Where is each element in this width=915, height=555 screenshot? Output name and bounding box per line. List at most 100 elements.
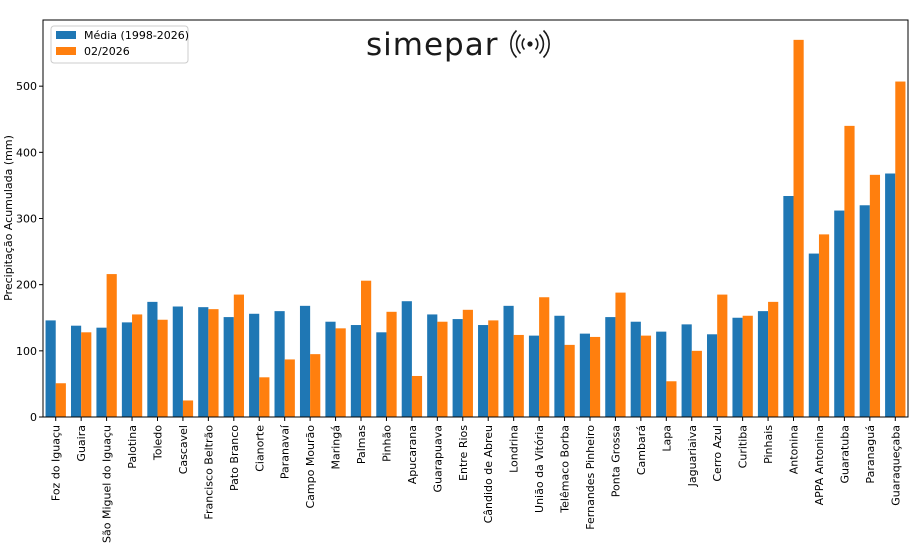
bar-feb-2026-28: [768, 301, 779, 417]
bar-feb-2026-31: [844, 125, 855, 418]
bar-mean-32: [859, 205, 870, 417]
legend-label-feb-2026: 02/2026: [84, 45, 130, 58]
bar-feb-2026-13: [386, 311, 397, 417]
x-tick-label: Entre Rios: [457, 425, 470, 481]
bar-mean-20: [554, 315, 565, 417]
x-tick-label: Cascavel: [177, 425, 190, 474]
bar-mean-33: [885, 173, 896, 417]
x-tick-label: Antonina: [788, 425, 801, 474]
bar-mean-25: [681, 324, 692, 417]
bar-mean-24: [656, 331, 667, 417]
x-tick-label: São Miguel do Iguaçu: [101, 425, 114, 543]
x-tick-label: Fernandes Pinheiro: [584, 425, 597, 530]
bar-feb-2026-6: [208, 309, 219, 417]
legend: Média (1998-2026) 02/2026: [50, 25, 189, 64]
bar-feb-2026-30: [818, 234, 830, 417]
x-tick-label: Campo Mourão: [304, 425, 317, 509]
x-tick-label: Paranaguá: [864, 425, 877, 484]
bar-mean-27: [732, 317, 743, 417]
bar-feb-2026-33: [895, 81, 906, 417]
bar-mean-17: [478, 325, 489, 417]
bar-feb-2026-9: [284, 359, 295, 417]
bar-feb-2026-18: [513, 334, 524, 417]
bar-mean-30: [808, 253, 819, 417]
y-axis-label: Precipitação Acumulada (mm): [2, 135, 15, 301]
bar-mean-1: [70, 325, 82, 417]
bar-feb-2026-3: [132, 314, 143, 417]
x-tick-label: Cambará: [635, 425, 648, 475]
x-tick-label: Guaraqueçaba: [889, 425, 902, 506]
y-tick-label: 0: [30, 411, 37, 424]
bar-feb-2026-16: [462, 309, 473, 417]
bar-feb-2026-29: [793, 39, 804, 417]
bar-mean-28: [757, 311, 769, 417]
x-tick-label: Guaira: [75, 425, 88, 462]
bar-mean-22: [605, 317, 616, 417]
x-axis: Foz do Iguaçu Guaira São Miguel do Iguaçu P…: [50, 417, 902, 543]
bar-mean-9: [274, 311, 285, 417]
bar-mean-3: [121, 322, 133, 417]
x-tick-label: Cerro Azul: [711, 425, 724, 482]
x-tick-label: Guaratuba: [838, 425, 851, 484]
bar-mean-15: [427, 314, 438, 417]
x-tick-label: Maringá: [330, 425, 343, 470]
bar-mean-19: [528, 335, 540, 417]
x-tick-label: Jaguariaiva: [686, 425, 699, 487]
bar-feb-2026-15: [437, 321, 448, 417]
bar-feb-2026-12: [361, 280, 372, 417]
x-tick-label: APPA Antonina: [813, 425, 826, 505]
y-tick-label: 300: [16, 213, 37, 226]
x-tick-label: Londrina: [508, 425, 521, 473]
bar-feb-2026-4: [157, 319, 168, 417]
y-tick-label: 200: [16, 279, 37, 292]
bar-feb-2026-32: [869, 174, 881, 417]
y-tick-label: 500: [16, 80, 37, 93]
bar-mean-29: [783, 196, 794, 417]
x-tick-label: Curitiba: [737, 425, 750, 468]
x-tick-label: Apucarana: [406, 425, 419, 484]
bar-feb-2026-1: [81, 332, 92, 417]
bar-mean-0: [45, 320, 56, 417]
bar-mean-2: [96, 327, 107, 417]
bar-feb-2026-10: [310, 354, 321, 417]
x-tick-label: Ponta Grossa: [609, 425, 622, 497]
bar-mean-14: [401, 301, 412, 417]
bar-mean-31: [834, 210, 845, 417]
bar-mean-21: [579, 333, 590, 417]
bar-feb-2026-21: [589, 336, 601, 417]
y-tick-label: 100: [16, 345, 37, 358]
x-tick-label: Pinhais: [762, 425, 775, 464]
x-tick-label: Palmas: [355, 425, 368, 464]
brand-logo: simepar: [366, 27, 550, 63]
bar-feb-2026-5: [182, 400, 194, 417]
bar-feb-2026-8: [259, 377, 270, 417]
y-axis: 0 100 200 300 400 500: [16, 80, 43, 424]
bar-mean-23: [630, 321, 641, 417]
y-tick-label: 400: [16, 146, 37, 159]
x-tick-label: Pato Branco: [228, 425, 241, 491]
bar-mean-13: [376, 332, 387, 417]
bar-mean-5: [172, 306, 183, 417]
x-tick-label: Lapa: [660, 425, 673, 452]
bar-feb-2026-25: [691, 350, 702, 417]
bar-feb-2026-22: [615, 292, 626, 417]
bar-mean-18: [503, 305, 514, 417]
x-tick-label: Paranavaí: [279, 424, 292, 479]
radio-waves-icon: [510, 29, 550, 59]
bar-feb-2026-19: [539, 297, 550, 417]
x-tick-label: Cândido de Abreu: [482, 425, 495, 523]
bar-feb-2026-17: [488, 320, 499, 417]
legend-label-mean: Média (1998-2026): [84, 29, 189, 42]
x-tick-label: Francisco Beltrão: [202, 425, 215, 520]
x-tick-label: União da Vitória: [533, 425, 546, 513]
bar-feb-2026-23: [640, 335, 652, 417]
bars-group: [45, 39, 906, 418]
x-tick-label: Foz do Iguaçu: [50, 425, 63, 501]
bar-feb-2026-0: [55, 383, 66, 417]
x-tick-label: Cianorte: [253, 425, 266, 472]
bar-mean-16: [452, 319, 463, 417]
legend-swatch-feb-2026: [56, 47, 76, 55]
legend-swatch-mean: [56, 31, 76, 39]
bar-feb-2026-20: [564, 344, 575, 417]
